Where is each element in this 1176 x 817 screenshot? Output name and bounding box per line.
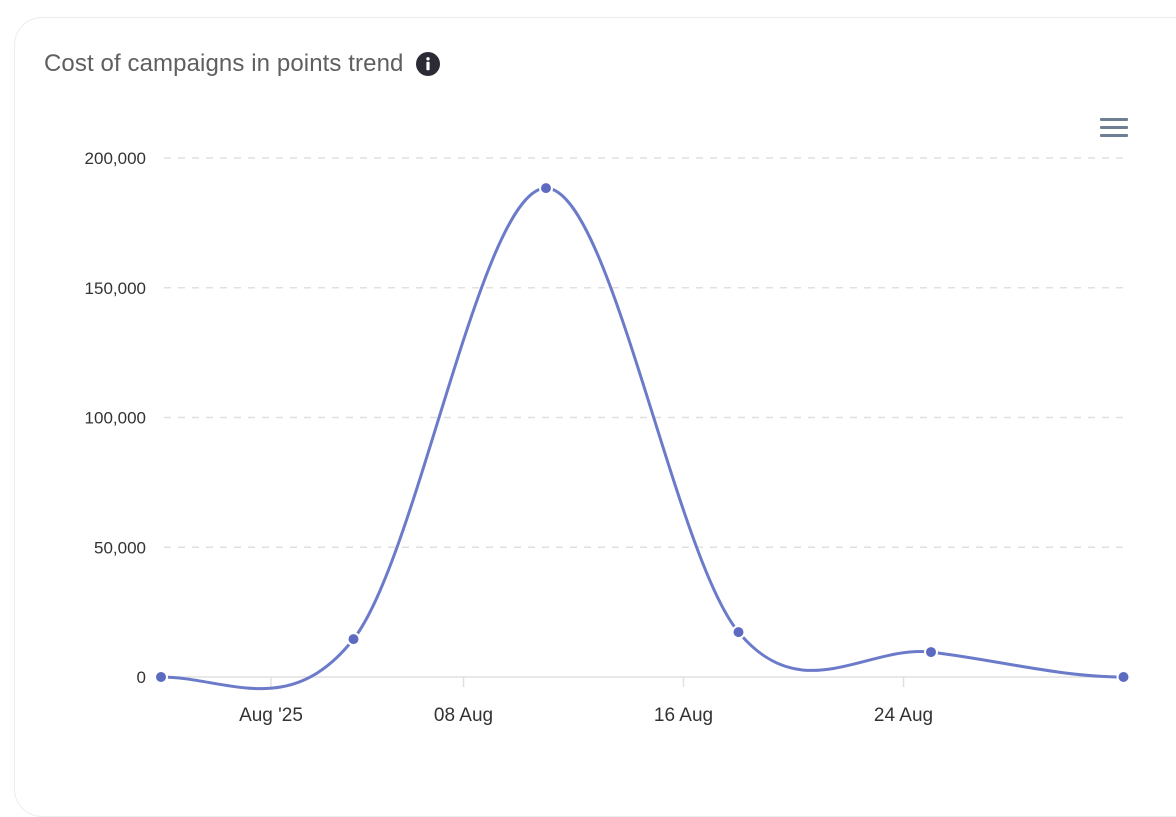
x-axis: Aug '25 08 Aug 16 Aug 24 Aug	[164, 676, 1131, 726]
grid-lines	[164, 157, 1127, 548]
y-tick-label: 100,000	[85, 409, 146, 428]
card-header: Cost of campaigns in points trend	[44, 50, 440, 78]
x-tick-label: 08 Aug	[434, 705, 493, 726]
y-axis: 0 50,000 100,000 150,000 200,000	[85, 149, 146, 687]
x-tick-label: 24 Aug	[874, 705, 933, 726]
y-tick-label: 150,000	[85, 279, 146, 298]
line-chart: 0 50,000 100,000 150,000 200,000 Aug '25 08 A…	[85, 149, 1131, 726]
x-tick-label: 16 Aug	[654, 705, 713, 726]
x-tick-label: Aug '25	[239, 705, 303, 726]
hamburger-menu-icon	[1100, 118, 1128, 121]
data-point-marker[interactable]	[539, 181, 553, 196]
y-tick-label: 0	[137, 668, 146, 687]
data-point-marker[interactable]	[154, 670, 168, 684]
chart-menu-button[interactable]	[1096, 116, 1128, 140]
y-tick-label: 200,000	[85, 149, 146, 168]
data-point-marker[interactable]	[924, 645, 938, 660]
info-icon[interactable]	[415, 52, 440, 76]
data-point-marker[interactable]	[731, 625, 746, 640]
data-point-marker[interactable]	[1116, 670, 1131, 684]
chart-title: Cost of campaigns in points trend	[44, 50, 404, 77]
data-point-marker[interactable]	[346, 632, 361, 647]
data-markers	[154, 181, 1131, 684]
y-tick-label: 50,000	[94, 538, 146, 557]
series-line	[159, 186, 1125, 691]
